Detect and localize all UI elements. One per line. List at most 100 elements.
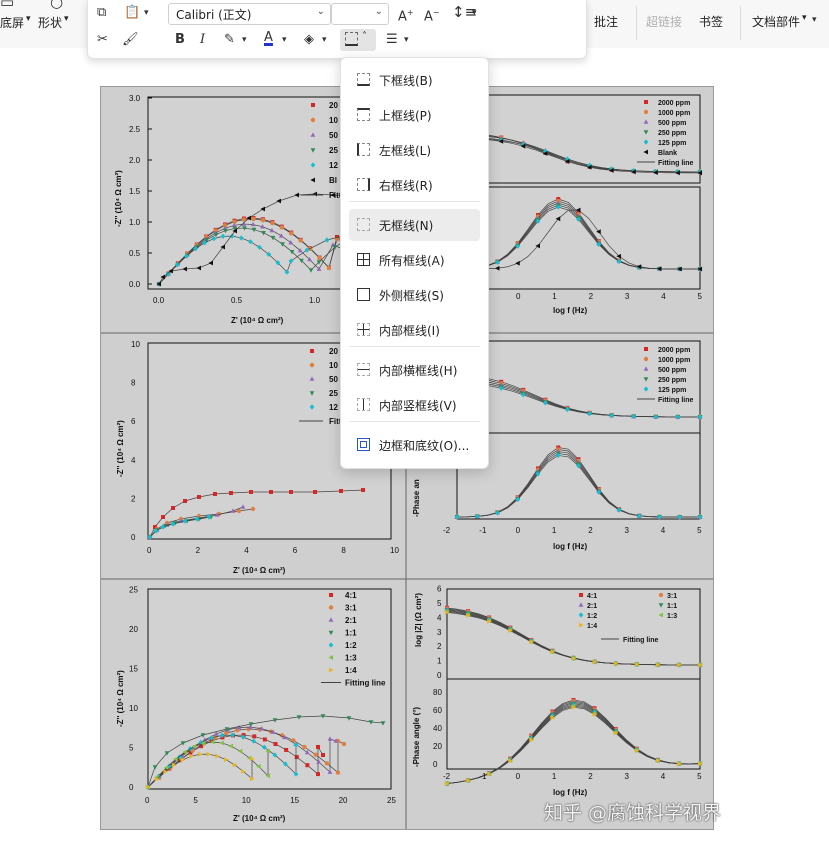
shrink-font-icon[interactable]: A− xyxy=(424,8,440,25)
font-size-select[interactable]: ⌄ xyxy=(331,3,389,25)
series-500-point xyxy=(278,233,284,238)
ytick-label: 1.5 xyxy=(129,187,141,196)
phase-series-4-point xyxy=(555,204,561,210)
shape-icon[interactable]: ○ xyxy=(50,0,64,11)
italic-button[interactable]: I xyxy=(200,32,206,47)
series-2000-point xyxy=(229,491,233,495)
chevron-down-icon[interactable]: ▾ xyxy=(472,8,477,18)
series-3-1-point xyxy=(302,744,307,750)
series-2000-point xyxy=(289,490,293,494)
chevron-down-icon[interactable]: ▾ xyxy=(322,35,327,45)
menu-item-5[interactable]: 无框线(N) xyxy=(349,209,480,241)
borders-button[interactable]: ˄ xyxy=(340,29,376,51)
paste-icon[interactable]: 📋 xyxy=(124,5,141,20)
phase-series-4-point xyxy=(495,510,500,516)
menu-item-label: 右框线(R) xyxy=(379,179,433,193)
chevron-down-icon[interactable]: ▾ xyxy=(802,13,807,23)
screen-menu[interactable]: 底屏 xyxy=(0,16,25,30)
bode-series-6-point xyxy=(655,662,661,668)
bode-series-6-point xyxy=(571,656,577,661)
series-2-1-point xyxy=(282,734,287,740)
menu-item-6[interactable]: 所有框线(A) xyxy=(349,244,480,276)
phase-series-4-point xyxy=(495,259,500,265)
chevron-down-icon[interactable]: ▾ xyxy=(812,15,817,25)
xtick-label: 0 xyxy=(147,546,152,555)
series-blank-point xyxy=(182,266,187,272)
legend-marker xyxy=(643,119,649,124)
chevron-down-icon[interactable]: ▾ xyxy=(242,35,247,45)
series-4-1-point xyxy=(262,737,267,742)
bode-series-6-point xyxy=(487,618,492,624)
ytick-label: 8 xyxy=(131,379,136,388)
shape-menu[interactable]: 形状 xyxy=(38,16,63,30)
series-1-2-point xyxy=(261,744,267,750)
menu-item-7[interactable]: 外侧框线(S) xyxy=(349,279,480,311)
grow-font-icon[interactable]: A+ xyxy=(398,8,414,25)
phase-series-blank-point xyxy=(535,243,540,249)
align-icon[interactable]: ☰ xyxy=(386,32,398,47)
cut-icon[interactable]: ✂ xyxy=(97,32,108,47)
chevron-down-icon[interactable]: ▾ xyxy=(26,14,31,24)
series-1-1-point xyxy=(248,722,254,727)
chevron-down-icon[interactable]: ▾ xyxy=(404,35,409,45)
menu-item-10[interactable]: 内部竖框线(V) xyxy=(349,389,480,421)
series-1-2-point xyxy=(272,752,278,758)
bold-button[interactable]: B xyxy=(175,32,185,47)
bode-series-blank-point xyxy=(697,170,702,176)
xtick-label: -2 xyxy=(443,526,451,535)
ytick-label: 60 xyxy=(433,706,442,715)
legend-label: 20 xyxy=(329,347,338,356)
font-name-select[interactable]: Calibri (正文) ⌄ xyxy=(168,3,331,25)
menu-item-8[interactable]: 内部框线(I) xyxy=(349,314,480,346)
shading-icon[interactable]: ◈ xyxy=(304,32,314,47)
copy-icon[interactable]: ⧉ xyxy=(97,5,107,20)
menu-item-1[interactable]: 下框线(B) xyxy=(349,64,480,96)
legend-label: 1000 ppm xyxy=(658,357,690,364)
y-axis-label: log |Z| (Ω cm²) xyxy=(414,593,423,647)
xtick-label: -1 xyxy=(479,526,487,535)
xtick-label: 5 xyxy=(697,772,702,781)
series-125-point xyxy=(248,239,253,245)
border-bottom-icon xyxy=(345,32,358,46)
bookmark-button[interactable]: 书签 xyxy=(699,15,724,29)
series-1000-point xyxy=(236,508,242,514)
divider xyxy=(636,6,637,40)
comment-button[interactable]: 批注 xyxy=(594,15,619,29)
screen-icon[interactable]: ▭ xyxy=(0,0,15,11)
xtick-label: 0.5 xyxy=(231,296,243,305)
bode-series-4-point xyxy=(498,385,504,391)
series-1-4-point xyxy=(146,784,151,790)
format-painter-icon[interactable]: 🖌 xyxy=(122,32,139,47)
menu-item-3[interactable]: 左框线(L) xyxy=(349,134,480,166)
legend-marker xyxy=(328,655,333,660)
menu-item-11[interactable]: 边框和底纹(O)... xyxy=(349,429,480,461)
bode-series-blank-point xyxy=(675,170,680,176)
xtick-label: 0 xyxy=(516,772,521,781)
menu-item-9[interactable]: 内部横框线(H) xyxy=(349,354,480,386)
phase-series-6-point xyxy=(445,781,450,787)
bode-series-blank-point xyxy=(631,169,636,175)
xtick-label: 0 xyxy=(516,292,521,301)
phase-series-4-point xyxy=(677,514,683,520)
menu-item-4[interactable]: 右框线(R) xyxy=(349,169,480,201)
legend-marker xyxy=(658,592,664,598)
chevron-down-icon[interactable]: ▾ xyxy=(64,14,69,24)
xtick-label: 3 xyxy=(625,772,630,781)
series-125-point xyxy=(160,524,166,530)
doc-parts-button[interactable]: 文档部件 xyxy=(752,15,801,29)
series-blank-point xyxy=(330,192,335,198)
hyperlink-button[interactable]: 超链接 xyxy=(646,15,683,29)
line-spacing-icon[interactable]: ↕≡ xyxy=(452,3,478,21)
legend-marker xyxy=(329,593,333,597)
legend-label: Fitti xyxy=(329,417,344,426)
legend-label: 3:1 xyxy=(345,604,357,613)
phase-series-4-point xyxy=(596,489,602,495)
series-blank-point xyxy=(208,260,213,266)
menu-item-2[interactable]: 上框线(P) xyxy=(349,99,480,131)
legend-marker xyxy=(643,139,649,145)
xtick-label: 4 xyxy=(661,772,666,781)
chevron-down-icon[interactable]: ▾ xyxy=(282,35,287,45)
chevron-down-icon[interactable]: ▾ xyxy=(144,8,149,18)
font-color-icon[interactable]: A xyxy=(264,30,273,45)
highlight-icon[interactable]: ✎ xyxy=(224,32,235,47)
